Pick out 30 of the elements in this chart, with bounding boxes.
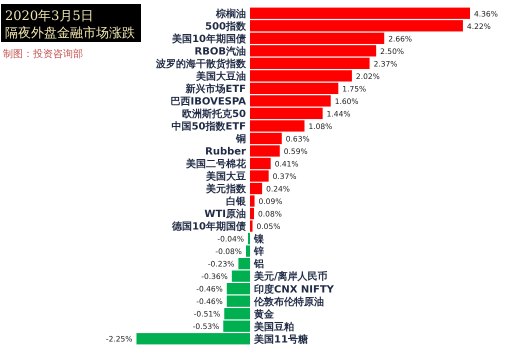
chart-title: 2020年3月5日 (5, 9, 94, 24)
y-tick-label: 锌 (253, 246, 264, 258)
y-tick-label: 铝 (253, 258, 264, 270)
y-tick-label: 美元指数 (205, 183, 247, 196)
y-tick-label: 中国50指数ETF (172, 120, 246, 133)
y-tick-label: 棕榈油 (215, 8, 246, 20)
text: 隔夜外盘金融市场涨跌 (5, 25, 135, 41)
y-tick-label: RBOB汽油 (194, 45, 246, 58)
y-tick-label: 新兴市场ETF (184, 82, 246, 95)
y-tick-label: 美元/离岸人民币 (253, 270, 328, 283)
y-tick-label: 欧洲斯托克50 (182, 108, 246, 120)
y-tick-label: 黄金 (253, 308, 275, 320)
y-tick-label: 白银 (226, 196, 247, 208)
text: 制图：投资咨询部 (3, 48, 83, 60)
y-tick-label: 镍 (253, 233, 265, 246)
y-tick-label: WTI原油 (204, 208, 246, 220)
y-tick-label: 美国大豆油 (195, 70, 246, 82)
y-tick-label: 美国11号糖 (253, 333, 308, 346)
y-tick-label: 美国豆粕 (253, 320, 294, 333)
y-tick-label: Rubber (205, 146, 246, 158)
y-tick-label: 德国10年期国债 (171, 220, 246, 233)
y-tick-label: 美国二号棉花 (185, 158, 247, 170)
y-tick-label: 铜 (235, 133, 246, 146)
y-tick-label: 巴西IBOVESPA (170, 96, 246, 108)
y-tick-label: 印度CNX NIFTY (254, 283, 335, 296)
y-tick-label: 波罗的海干散货指数 (155, 58, 247, 70)
y-tick-label: 500指数 (205, 20, 247, 32)
y-tick-label: 伦敦布伦特原油 (253, 296, 324, 308)
y-tick-label: 美国大豆 (205, 170, 246, 183)
y-tick-label: 美国10年期国债 (171, 32, 246, 45)
